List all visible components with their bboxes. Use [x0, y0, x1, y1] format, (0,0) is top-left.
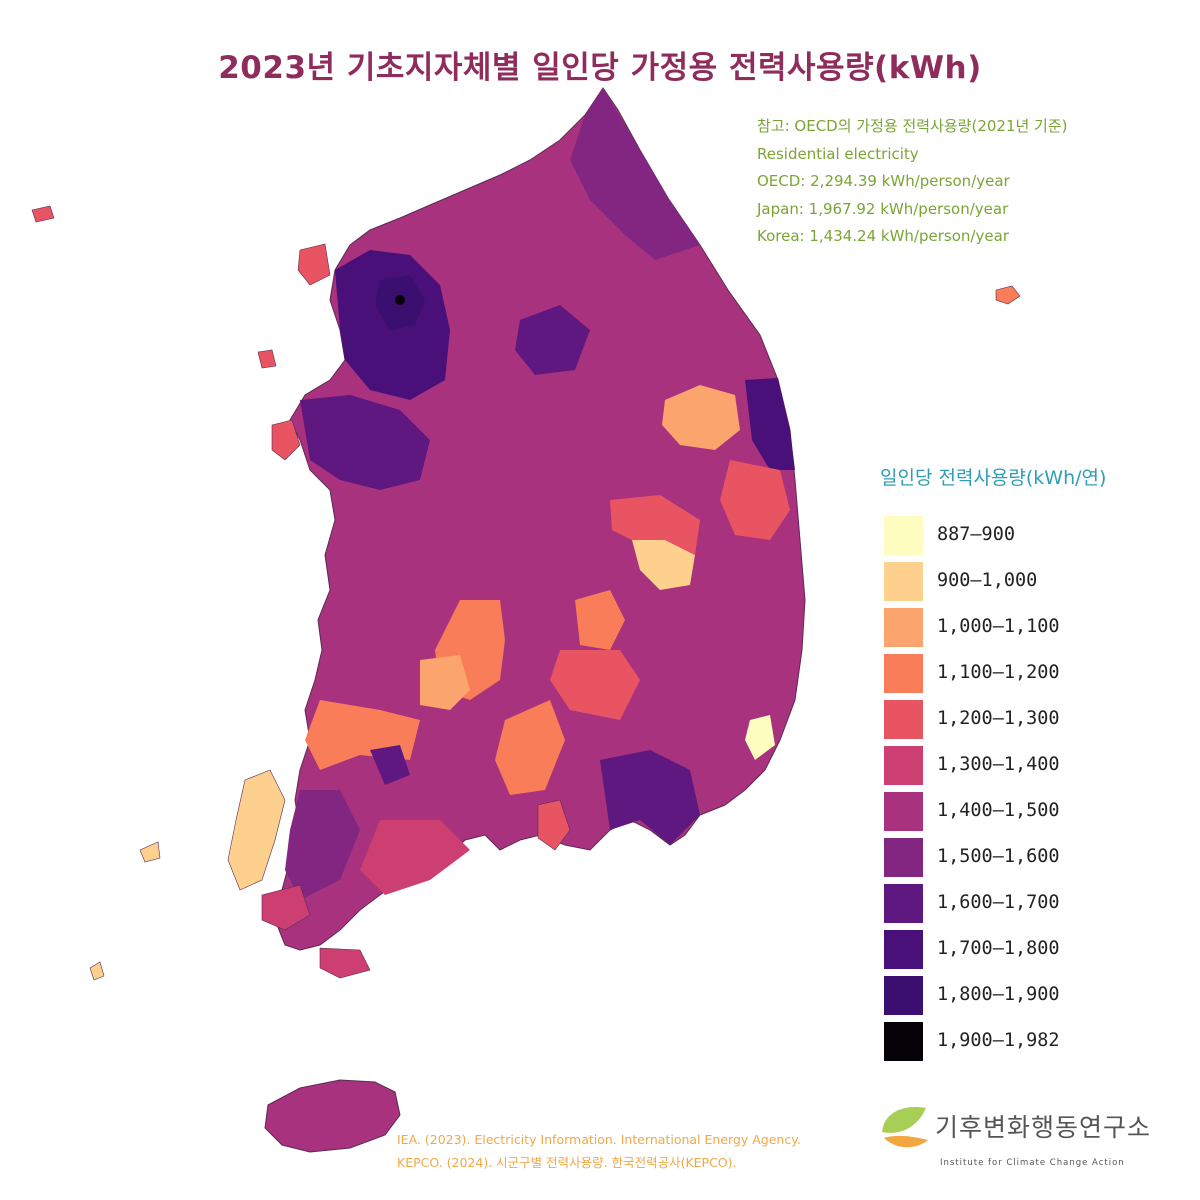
region-gyeongnam-orange [575, 590, 625, 650]
region-jeju [264, 1079, 401, 1153]
legend-swatch [884, 746, 923, 785]
region-ganghwa [297, 243, 331, 286]
map-title: 2023년 기초지자체별 일인당 가정용 전력사용량(kWh) [218, 50, 982, 86]
reference-line-japan: Japan: 1,967.92 kWh/person/year [757, 199, 1009, 218]
region-east-coast [745, 378, 795, 470]
legend-label: 1,600–1,700 [937, 892, 1060, 913]
legend-label: 1,000–1,100 [937, 616, 1060, 637]
region-gyeongnam-red [550, 650, 640, 720]
legend-label: 1,300–1,400 [937, 754, 1060, 775]
region-south-islands [319, 947, 371, 979]
region-daegu-surround [610, 495, 700, 555]
legend-swatch [884, 792, 923, 831]
region-taean-island [257, 349, 277, 369]
region-sinan-islands [227, 769, 286, 891]
legend-swatch [884, 838, 923, 877]
legend-title: 일인당 전력사용량(kWh/연) [880, 467, 1107, 489]
region-island-small-2 [89, 961, 105, 981]
region-jeonnam-south [360, 820, 470, 895]
legend-label: 1,700–1,800 [937, 938, 1060, 959]
reference-line-oecd: OECD: 2,294.39 kWh/person/year [757, 172, 1010, 190]
legend-label: 1,500–1,600 [937, 846, 1060, 867]
region-gyeongbuk-east [720, 460, 790, 540]
region-jeonnam-southwest [285, 790, 360, 900]
reference-line-korea: Korea: 1,434.24 kWh/person/year [757, 227, 1009, 245]
reference-line-header: 참고: OECD의 가정용 전력사용량(2021년 기준) [757, 117, 1068, 135]
region-jeonbuk-light [420, 655, 470, 710]
legend-swatch [884, 700, 923, 739]
legend-label: 900–1,000 [937, 570, 1038, 591]
region-gyeongbuk-north [662, 385, 740, 450]
legend-label: 1,400–1,500 [937, 800, 1060, 821]
region-ulsan [745, 715, 775, 760]
legend-swatch [884, 608, 923, 647]
source-kepco: KEPCO. (2024). 시군구별 전력사용량. 한국전력공사(KEPCO)… [397, 1155, 737, 1170]
leaf-logo-icon [882, 1107, 928, 1148]
legend-swatch [884, 930, 923, 969]
legend-label: 1,900–1,982 [937, 1030, 1060, 1051]
region-boryeong-island [271, 419, 301, 461]
region-daegu [632, 540, 695, 590]
region-jeonnam-central [495, 700, 565, 795]
region-ulleungdo [995, 285, 1021, 305]
region-baengnyeong [31, 205, 55, 223]
legend-swatch [884, 1022, 923, 1061]
sources: IEA. (2023). Electricity Information. In… [397, 1128, 801, 1174]
region-darkest-district [395, 295, 405, 305]
legend-swatch [884, 976, 923, 1015]
legend-label: 887–900 [937, 524, 1015, 545]
region-namhae [537, 799, 571, 851]
reference-line-label: Residential electricity [757, 144, 919, 163]
legend-label: 1,100–1,200 [937, 662, 1060, 683]
region-gwangju [370, 745, 410, 785]
legend-label: 1,800–1,900 [937, 984, 1060, 1005]
source-iea: IEA. (2023). Electricity Information. In… [397, 1132, 801, 1147]
oecd-reference-note: 참고: OECD의 가정용 전력사용량(2021년 기준) Residentia… [757, 113, 1068, 251]
legend-swatch [884, 562, 923, 601]
legend-label: 1,200–1,300 [937, 708, 1060, 729]
legend-swatch [884, 516, 923, 555]
logo-name: 기후변화행동연구소 [935, 1113, 1152, 1142]
region-wando [261, 884, 311, 931]
region-island-small-1 [139, 841, 161, 863]
logo-subtitle: Institute for Climate Change Action [940, 1158, 1125, 1168]
region-gangwon-north [570, 88, 700, 260]
legend-swatch [884, 884, 923, 923]
legend-swatch [884, 654, 923, 693]
region-gyeongnam-south [600, 750, 700, 845]
region-chungnam-west [300, 395, 430, 490]
region-chungbuk [515, 305, 590, 375]
